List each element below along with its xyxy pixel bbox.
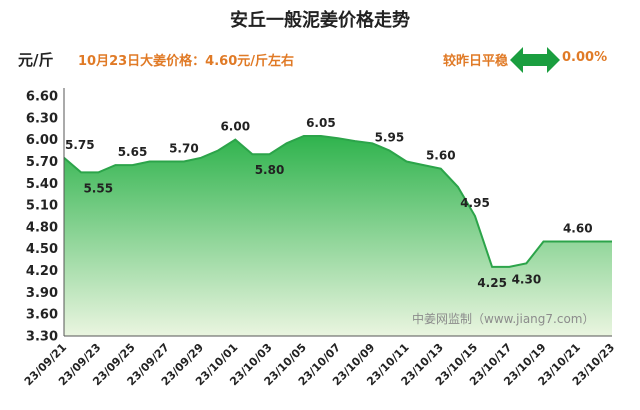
- data-label: 5.95: [375, 131, 405, 145]
- y-tick-label: 6.00: [26, 133, 58, 148]
- y-tick-label: 6.60: [26, 90, 58, 105]
- y-tick-label: 4.50: [26, 242, 58, 257]
- y-tick-label: 3.60: [26, 308, 58, 323]
- data-label: 5.55: [83, 181, 113, 195]
- y-tick-label: 4.80: [26, 220, 58, 235]
- chart-title: 安丘一般泥姜价格走势: [230, 10, 410, 31]
- double-arrow-icon: [510, 47, 560, 73]
- y-tick-label: 5.10: [26, 199, 58, 214]
- data-label: 4.30: [512, 272, 542, 286]
- data-label: 6.05: [306, 116, 336, 130]
- y-tick-label: 3.30: [26, 330, 58, 345]
- change-percent: 0.00%: [562, 50, 608, 65]
- data-label: 4.95: [460, 196, 490, 210]
- y-tick-label: 5.70: [26, 155, 58, 170]
- data-label: 5.65: [118, 145, 148, 159]
- data-label: 6.00: [220, 120, 250, 134]
- unit-label: 元/斤: [18, 51, 54, 69]
- compare-text: 较昨日平稳: [443, 54, 509, 69]
- data-label: 5.80: [255, 163, 285, 177]
- data-label: 5.70: [169, 141, 199, 155]
- data-label: 5.75: [65, 138, 95, 152]
- y-tick-label: 6.30: [26, 111, 58, 126]
- y-tick-label: 3.90: [26, 286, 58, 301]
- area-fill: [64, 136, 612, 336]
- y-tick-label: 5.40: [26, 177, 58, 192]
- data-label: 4.25: [477, 276, 507, 290]
- price-headline: 10月23日大姜价格：4.60元/斤左右: [78, 54, 295, 69]
- y-tick-label: 4.20: [26, 264, 58, 279]
- data-label: 5.60: [426, 149, 456, 163]
- series-line: [63, 135, 612, 268]
- data-label: 4.60: [563, 221, 593, 235]
- watermark: 中姜网监制（www.jiang7.com）: [412, 311, 594, 326]
